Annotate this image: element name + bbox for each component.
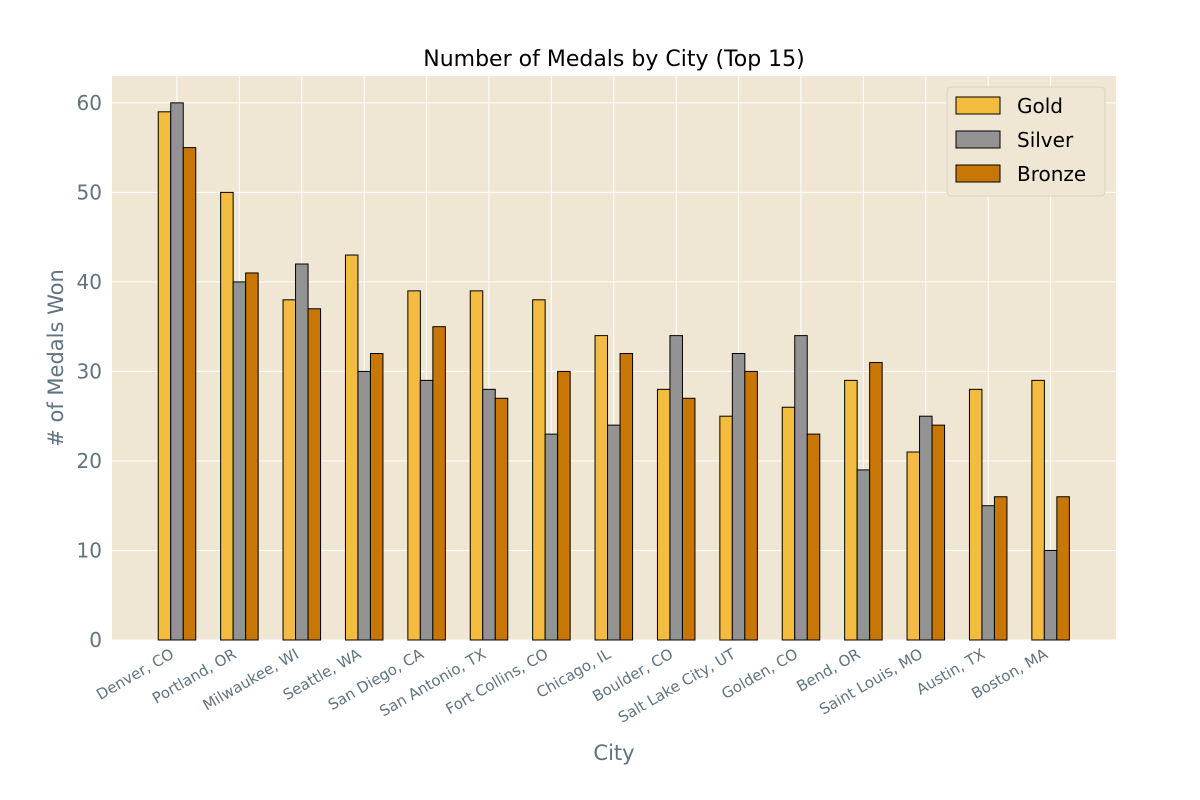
legend-label-silver: Silver [1017, 128, 1074, 152]
bar-silver [295, 263, 309, 641]
y-tick-label: 50 [77, 180, 102, 204]
bar-silver [482, 388, 496, 641]
legend-swatch-gold [955, 96, 1001, 115]
bar-gold [594, 335, 609, 641]
bar-bronze [1056, 496, 1070, 641]
bar-gold [220, 191, 234, 641]
bar-gold [1031, 379, 1045, 641]
bar-bronze [182, 147, 197, 641]
bar-silver [419, 379, 434, 641]
y-tick-label: 40 [77, 270, 102, 294]
bar-silver [669, 335, 683, 641]
y-tick-label: 0 [89, 628, 102, 652]
bar-silver [170, 102, 184, 641]
y-tick-label: 10 [77, 538, 102, 562]
bar-bronze [806, 433, 821, 641]
bar-silver [981, 505, 995, 641]
bar-gold [906, 451, 921, 641]
bar-gold [719, 415, 733, 641]
y-tick-label: 30 [77, 359, 102, 383]
legend-label-gold: Gold [1017, 94, 1063, 118]
bar-bronze [993, 496, 1008, 641]
bar-gold [282, 299, 297, 641]
bar-gold [968, 388, 983, 641]
bar-silver [1043, 549, 1058, 641]
bar-bronze [432, 326, 446, 641]
legend-swatch-silver [955, 130, 1001, 149]
bar-silver [731, 353, 746, 641]
bar-silver [794, 335, 808, 641]
bars [157, 102, 1070, 641]
legend-swatch-bronze [955, 164, 1001, 183]
bar-gold [407, 290, 421, 641]
bar-gold [157, 111, 172, 641]
bar-silver [919, 415, 933, 641]
y-tick-label: 20 [77, 449, 102, 473]
y-tick-labels: 0 10 20 30 40 50 60 [77, 91, 102, 652]
bar-bronze [681, 397, 696, 641]
bar-bronze [245, 272, 259, 641]
bar-gold [781, 406, 796, 641]
bar-bronze [931, 424, 946, 641]
bar-silver [544, 433, 559, 641]
y-axis-label: # of Medals Won [44, 269, 68, 447]
bar-bronze [869, 361, 883, 641]
bar-bronze [307, 308, 322, 641]
bar-bronze [369, 353, 384, 641]
x-axis-label: City [593, 741, 634, 765]
bar-gold [344, 254, 359, 641]
bar-silver [357, 370, 371, 641]
bar-gold [469, 290, 484, 641]
bar-bronze [557, 370, 571, 641]
bar-silver [856, 469, 871, 641]
bar-silver [607, 424, 621, 641]
y-tick-label: 60 [77, 91, 102, 115]
bar-bronze [619, 353, 634, 641]
chart-title: Number of Medals by City (Top 15) [423, 47, 804, 72]
bar-bronze [494, 397, 509, 641]
bar-gold [532, 299, 546, 641]
bar-silver [232, 281, 247, 641]
bar-gold [656, 388, 671, 641]
bar-bronze [744, 370, 758, 641]
legend-label-bronze: Bronze [1017, 162, 1086, 186]
legend: Gold Silver Bronze [946, 86, 1106, 197]
bar-gold [844, 379, 858, 641]
